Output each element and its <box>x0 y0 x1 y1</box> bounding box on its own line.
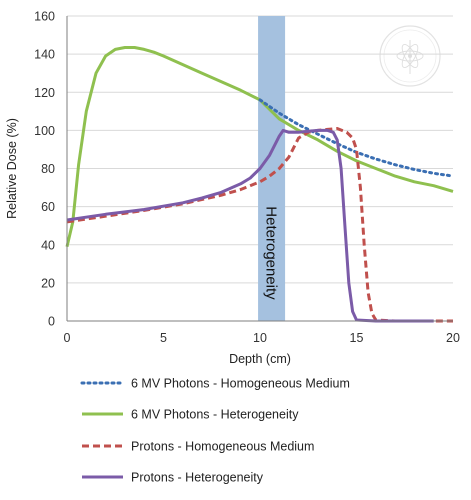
legend-label: 6 MV Photons - Homogeneous Medium <box>131 377 350 391</box>
x-tick-label: 10 <box>253 331 267 345</box>
series-line-2 <box>65 46 454 248</box>
y-tick-label: 60 <box>41 200 55 214</box>
legend-label: Protons - Homogeneous Medium <box>131 440 314 454</box>
y-axis-title: Relative Dose (%) <box>5 118 19 219</box>
y-tick-label: 120 <box>34 86 55 100</box>
legend-label: Protons - Heterogeneity <box>131 471 264 485</box>
series-lines <box>65 46 455 323</box>
legend-label: 6 MV Photons - Heterogeneity <box>131 408 299 422</box>
x-tick-label: 0 <box>64 331 71 345</box>
y-tick-labels: 0 20 40 60 80 100 120 140 160 <box>34 10 55 329</box>
legend: 6 MV Photons - Homogeneous Medium 6 MV Ph… <box>80 377 350 485</box>
series-line-1 <box>258 98 455 178</box>
y-tick-label: 80 <box>41 162 55 176</box>
y-tick-label: 40 <box>41 238 55 252</box>
heterogeneity-band-label: Heterogeneity <box>263 206 280 300</box>
series-line-4 <box>66 128 434 323</box>
y-tick-label: 140 <box>34 48 55 62</box>
x-tick-labels: 0 5 10 15 20 <box>64 331 460 345</box>
watermark-logo <box>379 25 441 87</box>
y-tick-label: 0 <box>48 315 55 329</box>
x-tick-label: 20 <box>446 331 460 345</box>
x-tick-label: 5 <box>160 331 167 345</box>
x-tick-label: 15 <box>350 331 364 345</box>
y-tick-label: 100 <box>34 124 55 138</box>
y-tick-label: 160 <box>34 10 55 24</box>
y-tick-label: 20 <box>41 276 55 290</box>
x-axis-title: Depth (cm) <box>229 352 291 366</box>
